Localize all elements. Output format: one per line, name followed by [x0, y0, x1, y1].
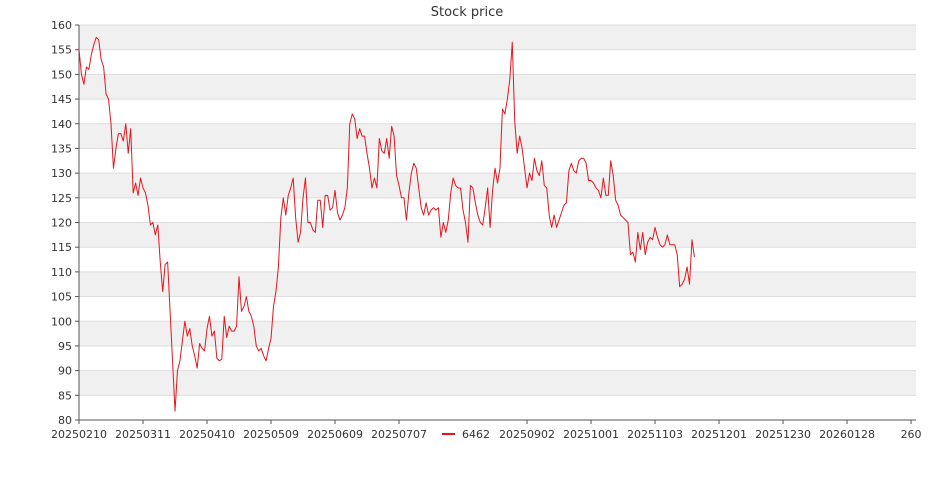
grid-band	[79, 25, 916, 50]
y-axis-ticks: 80 85 90 95 100 105 110 115 120 125 130 135 140 145 15…	[51, 19, 79, 427]
y-tick-label: 80	[58, 414, 72, 427]
legend-label: 6462	[462, 428, 490, 441]
y-tick-label: 115	[51, 241, 72, 254]
grid-lines	[79, 24, 916, 421]
series-layer	[78, 36, 695, 412]
legend: 6462	[442, 428, 490, 441]
x-tick-label: 20250902	[499, 428, 555, 441]
grid-band	[79, 370, 916, 396]
y-tick-label: 135	[51, 142, 72, 155]
y-tick-label: 120	[51, 217, 72, 230]
y-tick-label: 85	[58, 389, 72, 402]
x-tick-label: 20251201	[691, 428, 747, 441]
grid-band	[79, 74, 916, 100]
y-tick-label: 95	[58, 340, 72, 353]
x-tick-label: 20260128	[819, 428, 875, 441]
x-tick-label: 20251001	[563, 428, 619, 441]
x-tick-label: 20250210	[51, 428, 107, 441]
grid-band	[79, 321, 916, 346]
y-tick-label: 90	[58, 365, 72, 378]
y-tick-label: 130	[51, 167, 72, 180]
x-axis-ticks: 20250210 20250311 20250410 20250509 20250609…	[51, 420, 922, 441]
y-tick-label: 155	[51, 44, 72, 57]
chart-title: Stock price	[431, 5, 503, 20]
grid-band	[79, 173, 916, 198]
grid-band	[79, 271, 916, 297]
x-tick-label: 20250707	[371, 428, 427, 441]
grid-band	[79, 222, 916, 248]
x-tick-label: 20250509	[243, 428, 299, 441]
y-tick-label: 125	[51, 192, 72, 205]
y-tick-label: 105	[51, 291, 72, 304]
y-tick-label: 100	[51, 315, 72, 328]
grid-band	[79, 123, 916, 149]
y-tick-label: 110	[51, 266, 72, 279]
y-tick-label: 140	[51, 118, 72, 131]
x-tick-label: 20251230	[755, 428, 811, 441]
x-tick-label: 20250410	[179, 428, 235, 441]
y-tick-label: 145	[51, 93, 72, 106]
x-tick-label: 260	[901, 428, 922, 441]
grid-bands	[79, 25, 916, 396]
x-tick-label: 20251103	[627, 428, 683, 441]
x-tick-label: 20250311	[115, 428, 171, 441]
y-tick-label: 160	[51, 19, 72, 32]
x-tick-label: 20250609	[307, 428, 363, 441]
series-line	[78, 36, 695, 412]
y-tick-label: 150	[51, 68, 72, 81]
